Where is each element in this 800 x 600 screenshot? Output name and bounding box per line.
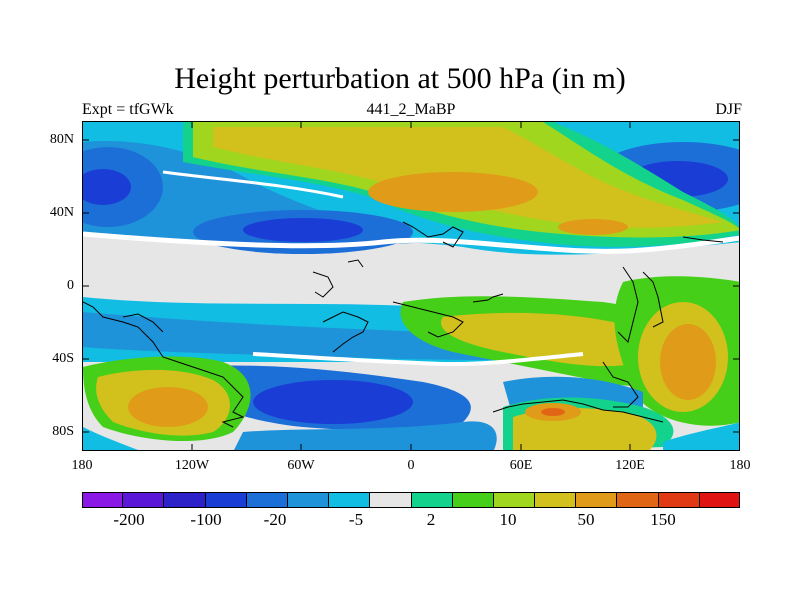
colorbar-swatch [82, 492, 123, 508]
colorbar [82, 492, 740, 508]
contour-gap-midlat [162, 170, 344, 199]
contour-gap-south [252, 352, 584, 367]
lon-tick-120w: 120W [174, 458, 210, 473]
colorbar-swatch [369, 492, 411, 508]
chart-title: Height perturbation at 500 hPa (in m) [174, 62, 626, 95]
colorbar-swatch [698, 492, 740, 508]
contour-map [82, 121, 740, 451]
pacific-west-low-core [83, 169, 131, 205]
south-polar-east [663, 422, 739, 450]
south-polar-west [83, 427, 138, 450]
southern-low-core [253, 380, 413, 424]
indian-ocean-ridge-inner [441, 312, 647, 367]
colorbar-label: 2 [426, 510, 436, 529]
lon-tick-0: 0 [407, 458, 415, 473]
north-mid-blue [83, 141, 433, 245]
contour-field [83, 122, 739, 450]
north-ridge-max-east [558, 219, 628, 235]
southeast-ridge-max [541, 408, 565, 416]
colorbar-label: -100 [190, 510, 222, 529]
lon-tick-120e: 120E [615, 458, 645, 473]
lon-tick-180w: 180 [71, 458, 93, 473]
lon-tick-60w: 60W [287, 458, 315, 473]
south-polar-band [234, 421, 497, 450]
colorbar-swatch [245, 492, 287, 508]
colorbar-swatch [204, 492, 246, 508]
coastline [83, 221, 724, 428]
east-pacific-ridge-core [660, 324, 716, 400]
colorbar-swatch [286, 492, 329, 508]
colorbar-label: -5 [348, 510, 364, 529]
season-label: DJF [715, 101, 742, 118]
lat-tick-80n: 80N [49, 132, 74, 147]
colorbar-label: 50 [577, 510, 595, 529]
case-label: 441_2_MaBP [366, 101, 456, 118]
lat-tick-40s: 40S [52, 351, 74, 366]
colorbar-swatch [616, 492, 658, 508]
colorbar-swatch [328, 492, 370, 508]
colorbar-swatch [451, 492, 493, 508]
colorbar-swatch [657, 492, 699, 508]
atlantic-low-core [243, 218, 363, 242]
colorbar-swatch [122, 492, 164, 508]
tropical-band [83, 262, 739, 307]
north-ridge-max [368, 172, 538, 212]
lon-tick-60e: 60E [509, 458, 533, 473]
colorbar-swatch [575, 492, 617, 508]
colorbar-swatch [163, 492, 205, 508]
colorbar-label: -200 [113, 510, 145, 529]
colorbar-swatch [492, 492, 535, 508]
lat-tick-80s: 80S [52, 424, 74, 439]
lat-tick-0: 0 [67, 278, 74, 293]
colorbar-swatch [534, 492, 576, 508]
colorbar-label: 10 [499, 510, 517, 529]
colorbar-label: -20 [263, 510, 287, 529]
colorbar-label: 150 [650, 510, 676, 529]
lon-tick-180e: 180 [729, 458, 751, 473]
colorbar-swatch [410, 492, 452, 508]
southwest-ridge-core [128, 387, 208, 427]
lat-tick-40n: 40N [49, 205, 74, 220]
experiment-label: Expt = tfGWk [82, 101, 174, 118]
contour-gap-north [83, 231, 739, 254]
